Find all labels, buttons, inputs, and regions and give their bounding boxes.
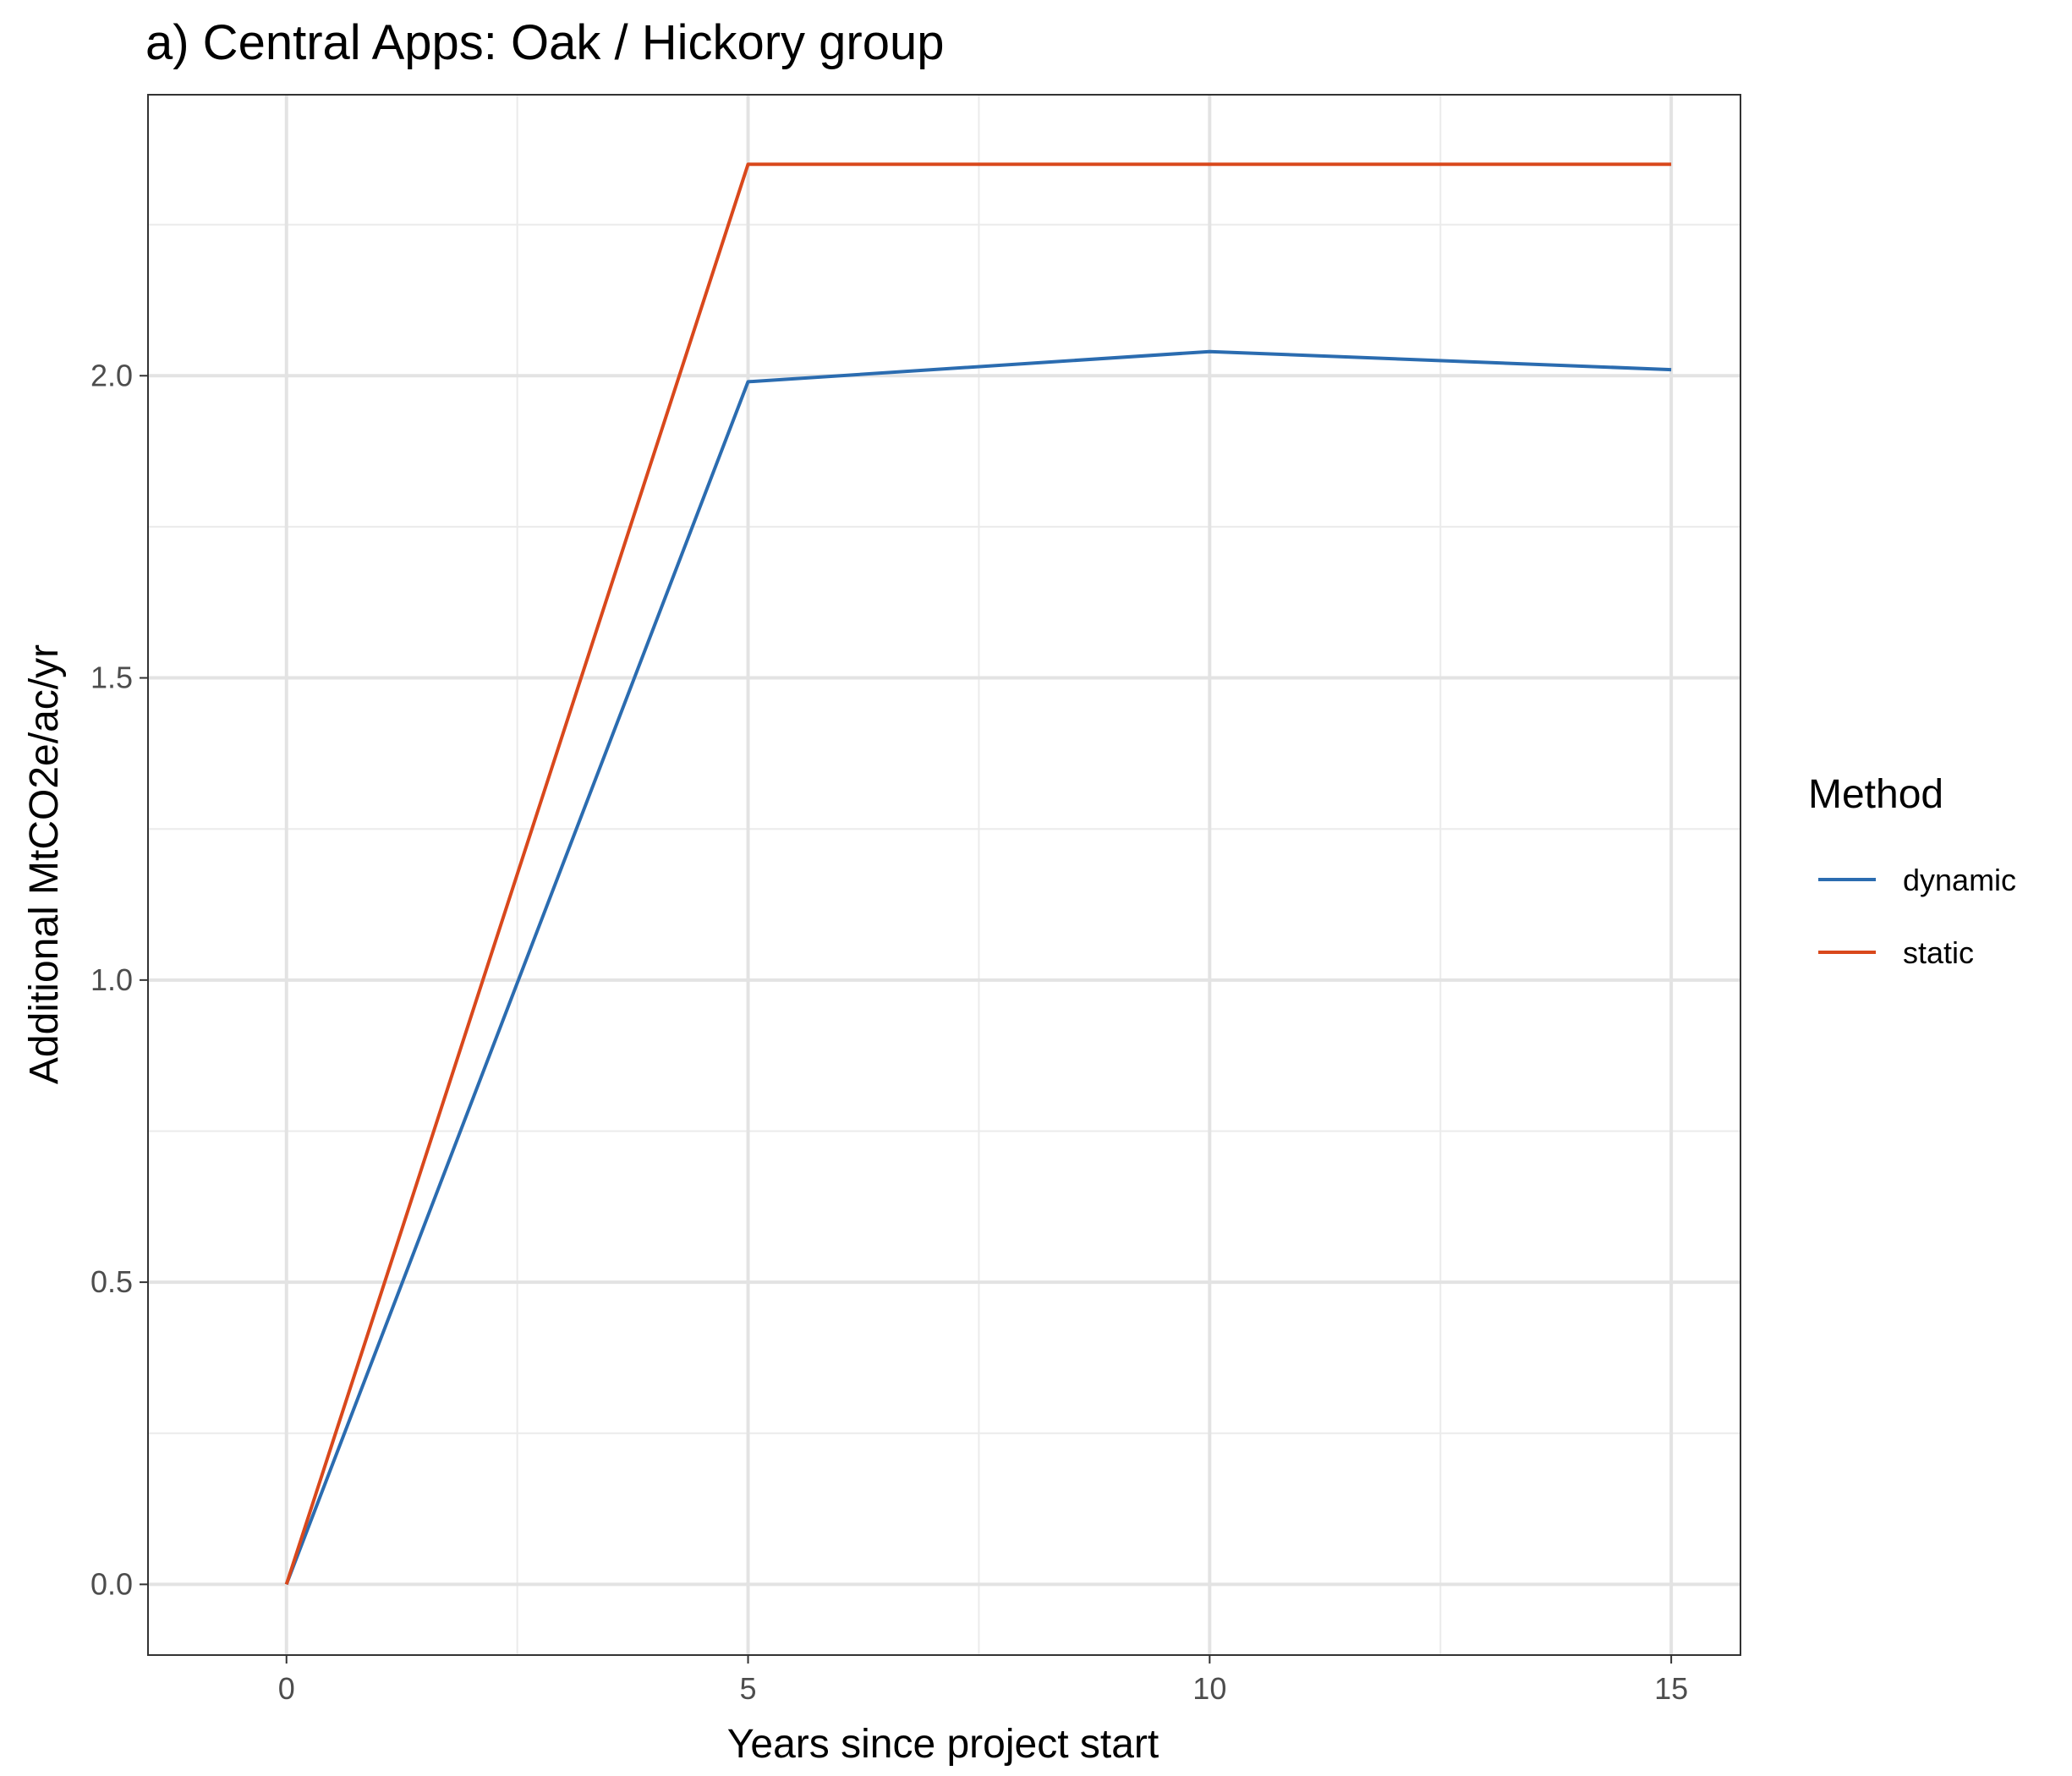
y-tick-label: 0.0: [90, 1566, 133, 1601]
y-axis: 0.0 0.5 1.0 1.5 2.0: [90, 358, 148, 1601]
series-line-static: [284, 162, 1672, 1586]
legend: Method dynamic static: [1808, 772, 2016, 970]
legend-items: dynamic static: [1818, 863, 2016, 970]
y-tick-label: 1.0: [90, 962, 133, 997]
y-axis-title: Additional MtCO2e/ac/yr: [22, 644, 67, 1084]
x-tick-label: 15: [1654, 1671, 1688, 1706]
x-tick-label: 10: [1192, 1671, 1226, 1706]
x-axis: 0 5 10 15: [278, 1655, 1688, 1706]
series-lines: [284, 162, 1672, 1586]
legend-title: Method: [1808, 772, 1943, 817]
y-tick-label: 2.0: [90, 358, 133, 392]
legend-label-dynamic: dynamic: [1903, 863, 2016, 897]
plot-border: [147, 94, 1741, 1656]
legend-label-static: static: [1903, 935, 1974, 970]
y-tick-label: 0.5: [90, 1264, 133, 1299]
x-tick-label: 0: [278, 1671, 295, 1706]
x-tick-label: 5: [740, 1671, 757, 1706]
chart-title: a) Central Apps: Oak / Hickory group: [145, 15, 945, 70]
grid-lines: [148, 95, 1740, 1655]
x-axis-title: Years since project start: [727, 1722, 1159, 1767]
y-tick-label: 1.5: [90, 661, 133, 695]
series-line-dynamic: [284, 349, 1672, 1586]
